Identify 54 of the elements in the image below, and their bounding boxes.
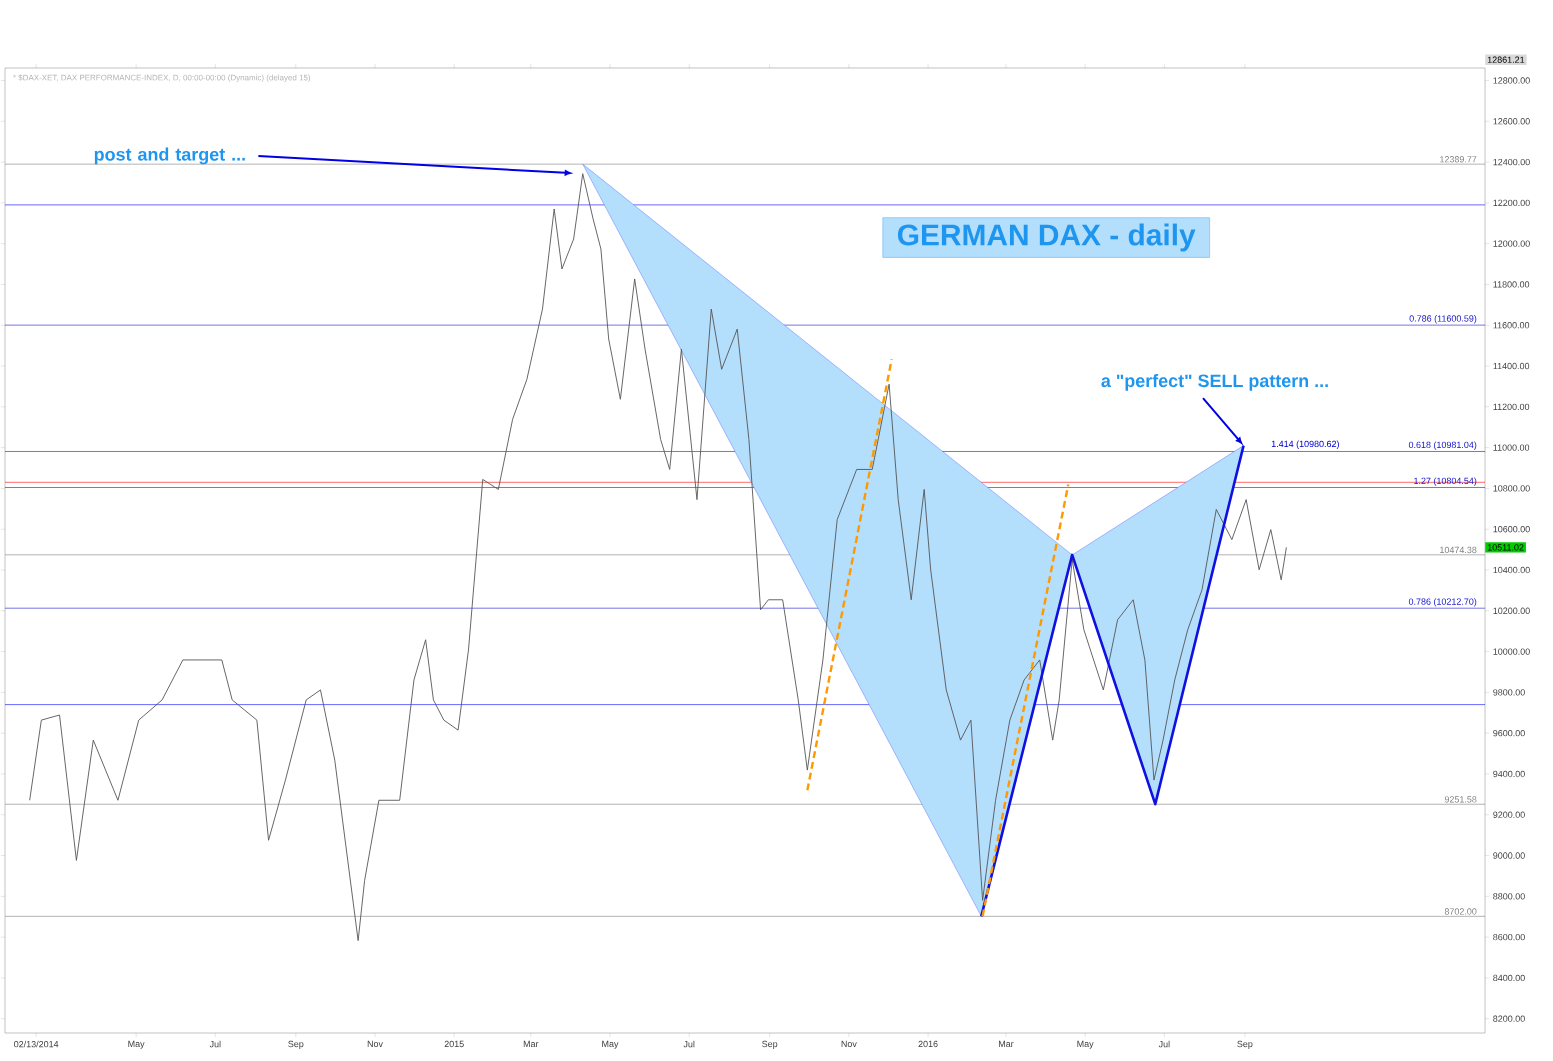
text: 12861.21 bbox=[1487, 56, 1525, 63]
text: GERMAN DAX - daily bbox=[897, 223, 1196, 252]
ref-line-label: 8702.00 bbox=[1444, 908, 1477, 915]
x-tick-label: 02/13/2014 bbox=[14, 1040, 59, 1048]
x-tick-label: May bbox=[1077, 1040, 1094, 1049]
y-tick-label: 8800.00 bbox=[1493, 893, 1525, 900]
ref-line-label: 0.786 (10212.70) bbox=[1408, 598, 1477, 607]
y-tick-label: 9200.00 bbox=[1493, 811, 1525, 818]
y-tick-label: 12200.00 bbox=[1493, 199, 1530, 207]
y-tick-label: 10400.00 bbox=[1493, 566, 1530, 574]
y-tick-label: 9600.00 bbox=[1493, 729, 1525, 737]
y-tick-label: 12400.00 bbox=[1493, 158, 1530, 166]
y-tick-label: 11000.00 bbox=[1493, 444, 1530, 451]
ref-line-label: 0.786 (11600.59) bbox=[1409, 315, 1477, 324]
y-tick-label: 11400.00 bbox=[1493, 362, 1530, 370]
x-tick-label: May bbox=[602, 1040, 619, 1049]
x-tick-label: Sep bbox=[762, 1040, 778, 1049]
y-tick-label: 12000.00 bbox=[1493, 240, 1530, 247]
x-tick-label: Jul bbox=[683, 1040, 695, 1048]
ref-line-label: 9251.58 bbox=[1444, 796, 1477, 803]
annotation: post and target ... bbox=[94, 147, 245, 165]
text: 10511.02 bbox=[1487, 544, 1524, 551]
x-tick-label: Mar bbox=[998, 1040, 1014, 1048]
ref-line-label: 0.618 (10981.04) bbox=[1408, 441, 1477, 450]
y-tick-label: 11800.00 bbox=[1493, 281, 1530, 288]
annotation: a "perfect" SELL pattern ... bbox=[1101, 373, 1328, 391]
y-tick-label: 9400.00 bbox=[1493, 770, 1525, 778]
y-tick-label: 9000.00 bbox=[1493, 852, 1525, 859]
x-tick-label: Nov bbox=[841, 1040, 857, 1048]
ref-line-label: 10474.38 bbox=[1440, 546, 1477, 554]
x-tick-label: Jul bbox=[209, 1040, 221, 1048]
x-tick-label: Mar bbox=[523, 1040, 539, 1048]
x-tick-label: 2016 bbox=[918, 1040, 938, 1048]
y-tick-label: 8400.00 bbox=[1493, 974, 1525, 982]
y-tick-label: 10000.00 bbox=[1493, 648, 1530, 655]
y-tick-label: 10600.00 bbox=[1493, 526, 1530, 533]
ref-line-label: 1.27 (10804.54) bbox=[1414, 477, 1477, 486]
y-tick-label: 8600.00 bbox=[1493, 933, 1525, 941]
y-tick-label: 10200.00 bbox=[1493, 607, 1530, 614]
y-tick-label: 9800.00 bbox=[1493, 689, 1525, 696]
y-tick-label: 12600.00 bbox=[1493, 118, 1530, 125]
x-tick-label: May bbox=[128, 1040, 145, 1049]
annotation: 1.414 (10980.62) bbox=[1271, 440, 1339, 449]
x-tick-label: Sep bbox=[288, 1040, 304, 1049]
ref-line-label: 12389.77 bbox=[1440, 156, 1477, 163]
y-tick-label: 10800.00 bbox=[1493, 485, 1530, 492]
x-tick-label: Sep bbox=[1237, 1040, 1253, 1049]
x-tick-label: Jul bbox=[1158, 1040, 1170, 1048]
y-tick-label: 11600.00 bbox=[1493, 322, 1530, 329]
x-tick-label: Nov bbox=[367, 1040, 383, 1048]
y-tick-label: 12800.00 bbox=[1493, 77, 1530, 84]
y-tick-label: 8200.00 bbox=[1493, 1015, 1525, 1022]
y-tick-label: 11200.00 bbox=[1493, 403, 1530, 410]
x-tick-label: 2015 bbox=[444, 1040, 464, 1048]
